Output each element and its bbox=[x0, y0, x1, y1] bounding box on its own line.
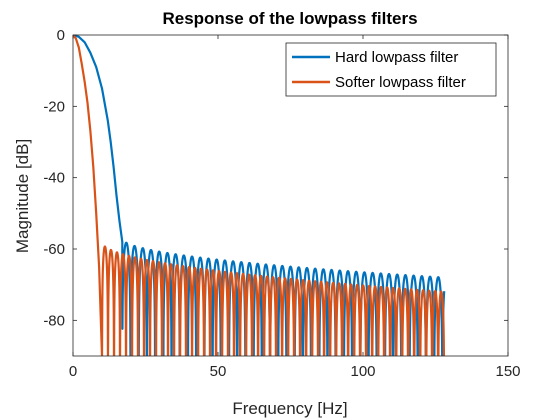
plot-frame bbox=[72, 34, 509, 357]
y-tick-label: 0 bbox=[57, 27, 65, 44]
y-axis-label: Magnitude [dB] bbox=[13, 139, 32, 253]
y-tick-label: -40 bbox=[43, 170, 65, 187]
legend-label-soft: Softer lowpass filter bbox=[335, 74, 466, 91]
legend-label-hard: Hard lowpass filter bbox=[335, 49, 458, 66]
x-tick-label: 100 bbox=[350, 363, 375, 380]
series-layer bbox=[73, 35, 446, 356]
x-tick-label: 0 bbox=[69, 363, 77, 380]
y-tick-label: -60 bbox=[43, 241, 65, 258]
y-tick-label: -20 bbox=[43, 98, 65, 115]
legend-box bbox=[285, 42, 497, 97]
x-tick-label: 150 bbox=[495, 363, 520, 380]
x-tick-label: 50 bbox=[210, 363, 227, 380]
legend: Hard lowpass filter Softer lowpass filte… bbox=[285, 42, 497, 97]
chart-title: Response of the lowpass filters bbox=[162, 9, 417, 28]
series-line-softer-lowpass bbox=[73, 35, 446, 356]
series-line-hard-lowpass bbox=[73, 35, 446, 356]
tick-layer: 0 50 100 150 0 -20 -40 -60 -80 bbox=[43, 27, 520, 380]
x-axis-label: Frequency [Hz] bbox=[232, 399, 347, 418]
y-tick-label: -80 bbox=[43, 312, 65, 329]
